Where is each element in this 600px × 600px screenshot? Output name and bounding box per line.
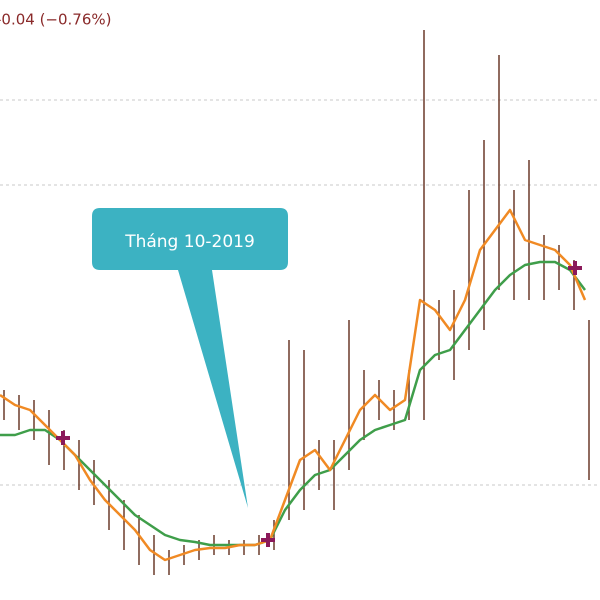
callout-box (92, 208, 288, 508)
callout-text: Tháng 10-2019 (124, 232, 255, 252)
moving-average-line (0, 208, 587, 562)
callout: Tháng 10-2019 (92, 208, 288, 508)
change-text: -0.04 (−0.76%) (0, 11, 112, 29)
cross-marker (56, 431, 70, 445)
plot (0, 30, 590, 575)
cross-marker (568, 261, 582, 275)
moving-average-line (0, 260, 586, 547)
cross-marker (261, 533, 275, 547)
